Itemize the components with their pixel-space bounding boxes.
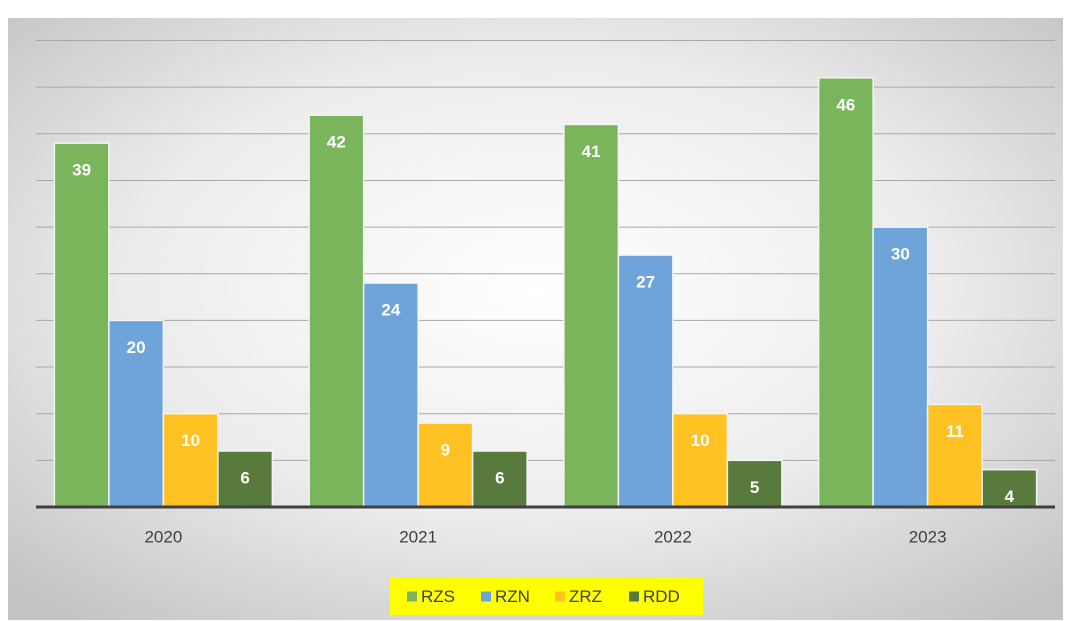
bar (417, 422, 474, 508)
legend-swatch (481, 591, 491, 602)
bar (617, 254, 674, 508)
data-label: 9 (441, 441, 450, 460)
bar (162, 412, 219, 508)
x-tick-label: 2023 (909, 527, 947, 546)
bar (308, 114, 365, 508)
data-label: 24 (381, 301, 400, 320)
bar (872, 226, 929, 508)
bar (217, 450, 274, 508)
bar (726, 459, 783, 508)
data-label: 39 (72, 161, 91, 180)
legend-background (390, 578, 703, 615)
bar (981, 468, 1038, 508)
data-label: 10 (181, 431, 200, 450)
legend-swatch (555, 591, 565, 602)
bar (817, 77, 874, 508)
data-label: 42 (327, 133, 346, 152)
bar (672, 412, 729, 508)
data-label: 6 (495, 469, 504, 488)
data-label: 11 (946, 422, 964, 441)
legend-label: ZRZ (569, 587, 602, 606)
x-tick-label: 2022 (654, 527, 692, 546)
x-tick-label: 2021 (399, 527, 437, 546)
bar (926, 403, 983, 508)
legend-swatch (407, 591, 417, 602)
legend-label: RZS (421, 587, 455, 606)
data-label: 27 (636, 273, 655, 292)
bar (53, 142, 110, 508)
data-label: 5 (750, 478, 759, 497)
legend-label: RZN (495, 587, 530, 606)
x-tick-label: 2020 (144, 527, 182, 546)
legend-swatch (629, 591, 639, 602)
bar (563, 123, 620, 508)
data-label: 46 (836, 95, 855, 114)
data-label: 10 (691, 431, 710, 450)
data-label: 30 (891, 245, 910, 264)
legend-label: RDD (643, 587, 680, 606)
data-label: 20 (127, 338, 146, 357)
data-label: 4 (1005, 487, 1015, 506)
bar (362, 282, 419, 508)
bar (471, 450, 528, 508)
data-label: 41 (582, 142, 601, 161)
data-label: 6 (240, 469, 249, 488)
